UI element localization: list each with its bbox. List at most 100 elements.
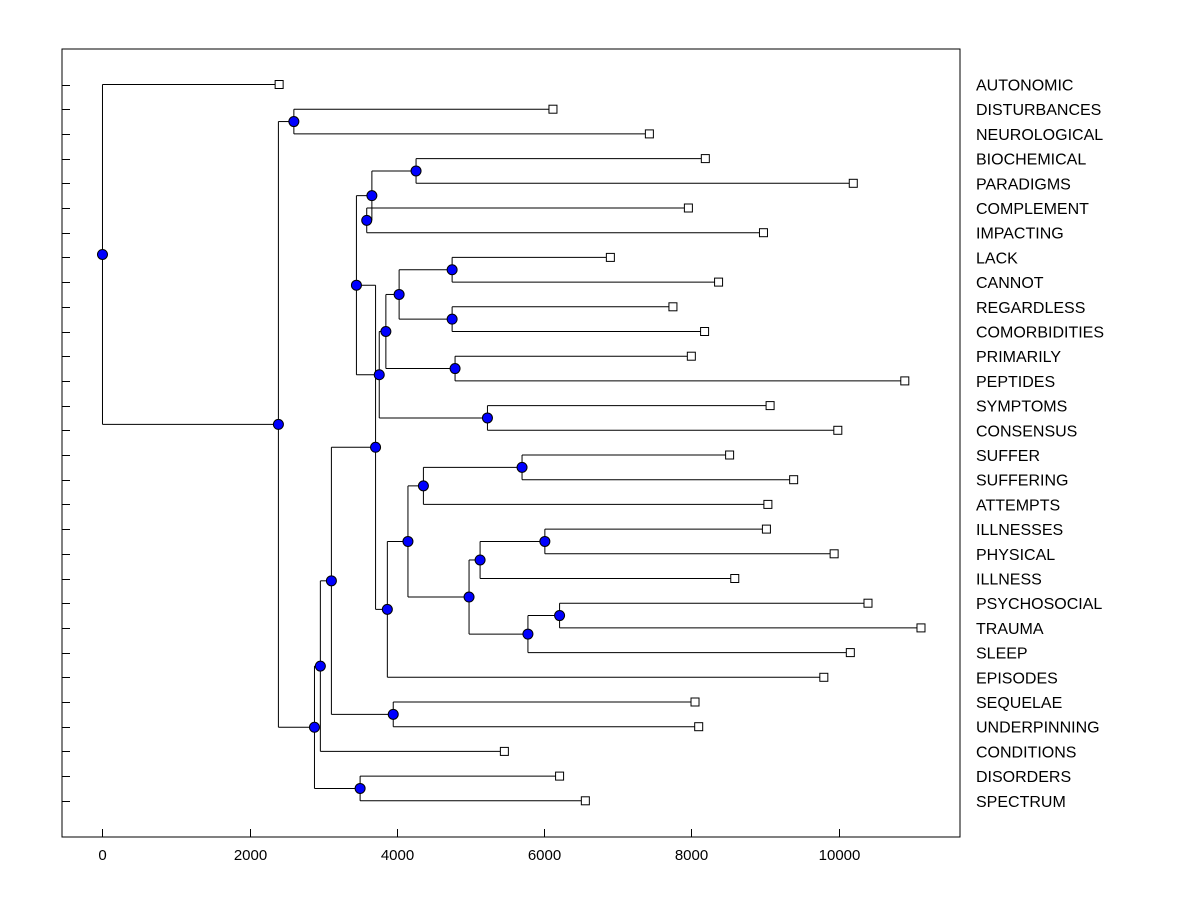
merge-node xyxy=(350,279,362,291)
merge-node xyxy=(381,603,393,615)
leaf-label: PARADIGMS xyxy=(976,176,1071,193)
leaf-marker xyxy=(499,746,509,756)
leaf-marker xyxy=(863,598,873,608)
leaf-marker xyxy=(555,771,565,781)
leaf-marker xyxy=(789,475,799,485)
leaf-marker xyxy=(845,648,855,658)
leaf-label: UNDERPINNING xyxy=(976,720,1100,737)
merge-node xyxy=(314,660,326,672)
plot-frame xyxy=(61,48,961,838)
merge-node xyxy=(325,575,337,587)
leaf-marker xyxy=(605,252,615,262)
leaf-label: TRAUMA xyxy=(976,621,1044,638)
leaf-marker xyxy=(694,722,704,732)
merge-node xyxy=(387,708,399,720)
leaf-marker xyxy=(725,450,735,460)
merge-node xyxy=(380,326,392,337)
merge-node xyxy=(449,363,461,375)
leaf-label: COMPLEMENT xyxy=(976,201,1089,218)
merge-node xyxy=(288,116,300,128)
leaf-label: CONSENSUS xyxy=(976,423,1077,440)
merge-node xyxy=(463,591,475,603)
y-tick-marks xyxy=(62,85,70,802)
leaf-label: DISORDERS xyxy=(976,769,1071,786)
merge-node xyxy=(373,369,385,381)
leaf-marker xyxy=(683,203,693,213)
leaf-label: PHYSICAL xyxy=(976,547,1055,564)
leaf-marker xyxy=(730,574,740,583)
leaf-labels: AUTONOMIC DISTURBANCES NEUROLOGICAL BIOCHEM… xyxy=(976,78,1104,811)
leaf-marker xyxy=(916,623,926,633)
leaf-marker xyxy=(686,351,696,361)
leaf-label: SPECTRUM xyxy=(976,794,1066,811)
leaf-marker xyxy=(848,178,858,188)
leaf-label: PRIMARILY xyxy=(976,349,1061,366)
leaf-marker xyxy=(644,129,654,139)
leaf-marker xyxy=(668,302,678,312)
merge-node xyxy=(272,418,284,430)
merge-node xyxy=(481,412,493,424)
leaf-marker xyxy=(758,228,768,238)
merge-node xyxy=(96,248,108,260)
merge-node xyxy=(522,628,534,640)
leaf-label: PEPTIDES xyxy=(976,374,1055,391)
leaf-marker xyxy=(700,327,710,336)
leaf-marker xyxy=(763,499,773,509)
leaf-label: ATTEMPTS xyxy=(976,497,1060,514)
x-axis: 0 2000 4000 6000 8000 10000 xyxy=(98,829,860,864)
merge-node xyxy=(474,554,486,566)
leaf-marker xyxy=(829,549,839,559)
leaf-label: ILLNESSES xyxy=(976,522,1063,539)
leaf-marker xyxy=(900,376,910,386)
leaf-label: DISTURBANCES xyxy=(976,102,1101,119)
leaf-label: SUFFERING xyxy=(976,473,1068,490)
leaf-markers xyxy=(274,80,926,806)
merge-node xyxy=(410,165,422,177)
leaf-label: PSYCHOSOCIAL xyxy=(976,596,1102,613)
leaf-label: BIOCHEMICAL xyxy=(976,152,1086,169)
x-tick-label: 2000 xyxy=(234,847,267,864)
merge-node xyxy=(354,782,366,794)
merge-node xyxy=(446,313,458,325)
merge-node xyxy=(402,535,414,547)
leaf-label: CONDITIONS xyxy=(976,744,1076,761)
merge-node xyxy=(308,721,320,733)
leaf-label: SLEEP xyxy=(976,646,1028,663)
x-tick-label: 0 xyxy=(98,847,106,864)
merge-node xyxy=(366,190,378,202)
leaf-marker xyxy=(765,401,775,411)
leaf-label: LACK xyxy=(976,250,1018,267)
leaf-marker xyxy=(833,425,843,435)
leaf-marker xyxy=(700,154,710,164)
merge-node xyxy=(554,610,566,622)
leaf-marker xyxy=(274,80,284,89)
leaf-label: SYMPTOMS xyxy=(976,399,1067,416)
x-tick-label: 6000 xyxy=(528,847,561,864)
leaf-marker xyxy=(548,104,558,114)
dendrogram-links xyxy=(101,84,921,802)
leaf-marker xyxy=(690,697,700,707)
merge-node xyxy=(361,214,373,226)
leaf-marker xyxy=(761,524,771,534)
leaf-label: ILLNESS xyxy=(976,572,1042,589)
leaf-label: REGARDLESS xyxy=(976,300,1085,317)
leaf-label: EPISODES xyxy=(976,670,1058,687)
leaf-marker xyxy=(580,796,590,806)
leaf-marker xyxy=(714,277,724,287)
leaf-label: IMPACTING xyxy=(976,226,1064,243)
leaf-label: SUFFER xyxy=(976,448,1040,465)
leaf-label: COMORBIDITIES xyxy=(976,325,1104,342)
merge-node xyxy=(446,264,458,276)
leaf-label: NEUROLOGICAL xyxy=(976,127,1103,144)
merge-node xyxy=(539,535,551,547)
merge-node xyxy=(417,480,429,492)
merge-node-markers xyxy=(96,116,566,794)
leaf-marker xyxy=(819,672,829,682)
merge-node xyxy=(370,441,382,453)
leaf-label: AUTONOMIC xyxy=(976,78,1073,95)
leaf-label: CANNOT xyxy=(976,275,1044,292)
merge-node xyxy=(393,288,405,300)
x-tick-label: 8000 xyxy=(675,847,708,864)
leaf-label: SEQUELAE xyxy=(976,695,1062,712)
